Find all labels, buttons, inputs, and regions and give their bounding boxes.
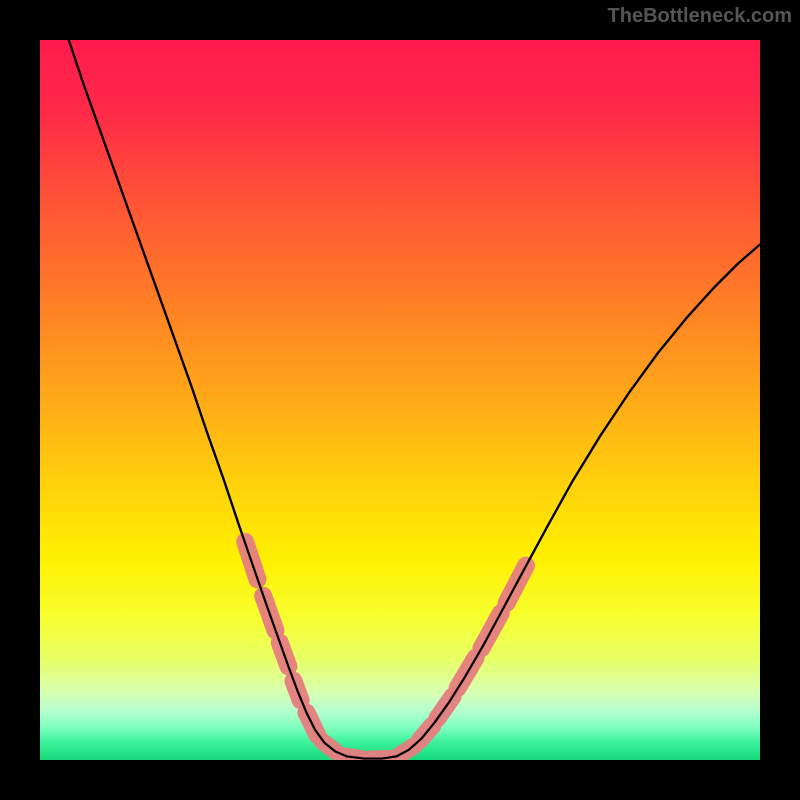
bottleneck-curve (69, 40, 760, 759)
watermark-label: TheBottleneck.com (608, 5, 792, 28)
bottleneck-curve (69, 40, 760, 759)
stage: TheBottleneck.com (0, 0, 800, 800)
chart-svg (40, 40, 760, 760)
chart-plot-area (40, 40, 760, 760)
